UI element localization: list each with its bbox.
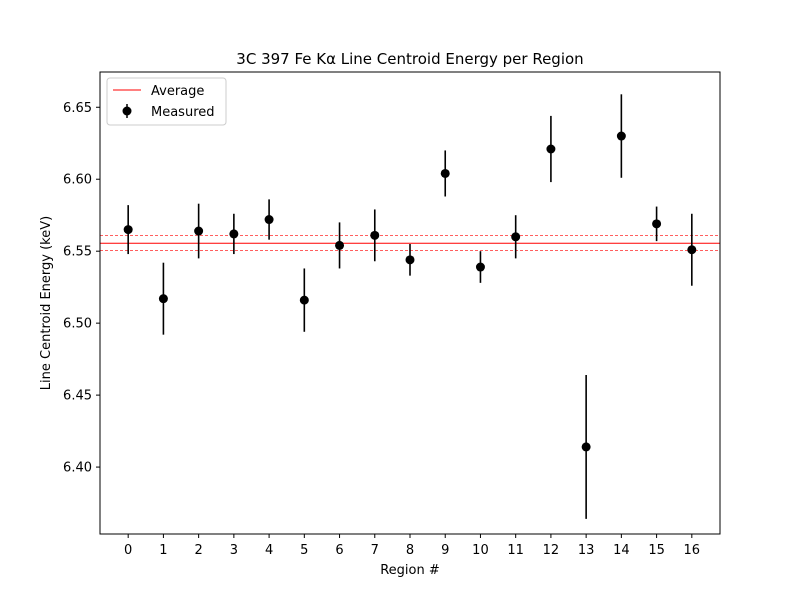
plot-area-frame: [99, 71, 721, 535]
y-axis: 6.40 6.45 6.50 6.55 6.60 6.65: [63, 101, 100, 476]
data-point-region-2: [194, 226, 204, 236]
x-tick-label: 12: [543, 543, 560, 558]
data-point-region-12: [546, 144, 556, 154]
x-tick-label: 14: [613, 543, 630, 558]
chart-title: 3C 397 Fe Kα Line Centroid Energy per Re…: [236, 50, 583, 68]
data-point-region-10: [475, 262, 485, 272]
y-tick-label: 6.50: [63, 317, 92, 332]
x-tick-label: 13: [578, 543, 595, 558]
y-tick-label: 6.55: [63, 245, 92, 260]
data-point-region-3: [229, 229, 239, 239]
data-point-region-14: [616, 131, 626, 141]
x-axis-label: Region #: [380, 563, 440, 578]
x-tick-label: 16: [684, 543, 701, 558]
x-tick-label: 11: [507, 543, 524, 558]
x-tick-label: 9: [441, 543, 449, 558]
data-point-region-9: [440, 168, 450, 178]
legend-measured-marker-swatch: [122, 106, 132, 116]
x-tick-label: 15: [648, 543, 665, 558]
data-point-region-6: [335, 240, 345, 250]
data-point-region-16: [687, 245, 697, 255]
x-tick-label: 6: [335, 543, 343, 558]
x-tick-label: 8: [406, 543, 414, 558]
data-point-region-4: [264, 215, 274, 225]
data-point-region-7: [370, 230, 380, 240]
x-tick-label: 5: [300, 543, 308, 558]
y-axis-label: Line Centroid Energy (keV): [39, 216, 54, 390]
y-tick-label: 6.65: [63, 101, 92, 116]
x-tick-label: 3: [230, 543, 238, 558]
data-point-region-13: [581, 442, 591, 452]
y-tick-label: 6.40: [63, 461, 92, 476]
legend-measured-label: Measured: [151, 105, 215, 120]
data-point-region-8: [405, 255, 415, 265]
legend-average-label: Average: [151, 84, 204, 99]
x-tick-label: 4: [265, 543, 273, 558]
data-point-region-15: [652, 219, 662, 229]
plot-content: [100, 94, 720, 519]
x-tick-label: 2: [194, 543, 202, 558]
y-tick-label: 6.45: [63, 389, 92, 404]
data-point-region-0: [123, 225, 133, 235]
data-point-region-5: [299, 295, 309, 305]
data-point-region-1: [158, 294, 168, 304]
legend: Average Measured: [106, 77, 227, 126]
x-tick-label: 1: [159, 543, 167, 558]
y-tick-label: 6.60: [63, 173, 92, 188]
x-tick-label: 10: [472, 543, 489, 558]
data-point-region-11: [511, 232, 521, 242]
x-tick-label: 7: [371, 543, 379, 558]
x-tick-label: 0: [124, 543, 132, 558]
x-axis: 0 1 2 3 4 5 6 7 8 9 10 11 12 13 14 15 16: [124, 534, 700, 558]
